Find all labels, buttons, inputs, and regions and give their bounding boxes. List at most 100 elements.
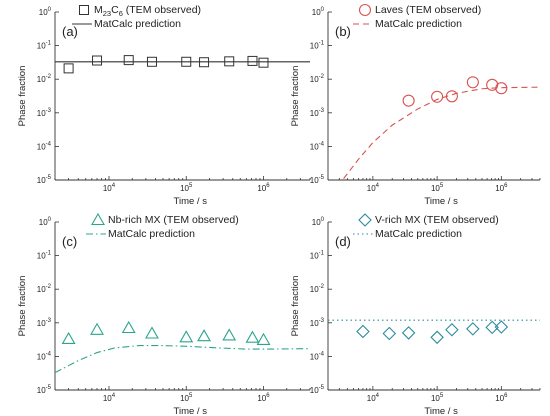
tick-exponent: 4: [376, 393, 380, 399]
panel-label: (a): [62, 24, 78, 39]
data-point: [356, 324, 370, 339]
tick-exponent: -2: [46, 284, 52, 290]
tick-exponent: -1: [319, 251, 325, 257]
tick-base: 10: [37, 42, 46, 51]
tick-exponent: 0: [321, 217, 325, 223]
data-point: [181, 56, 192, 67]
tick-exponent: -5: [46, 385, 52, 391]
tick-exponent: 4: [112, 183, 116, 189]
tick-exponent: -3: [46, 318, 52, 324]
x-tick-label: 106: [495, 393, 508, 403]
tick-base: 10: [310, 386, 319, 395]
data-point: [245, 330, 260, 343]
tick-exponent: -2: [319, 284, 325, 290]
data-point: [256, 332, 271, 345]
data-point: [146, 56, 157, 67]
prediction-line: [343, 86, 541, 179]
legend-marker: [91, 212, 105, 226]
tick-base: 10: [37, 319, 46, 328]
tick-exponent: 5: [440, 393, 444, 399]
y-tick-label: 10-1: [37, 41, 52, 51]
y-tick-label: 100: [39, 217, 52, 227]
legend-name-part: M: [94, 4, 103, 16]
data-point: [61, 331, 76, 345]
y-tick-label: 10-3: [37, 108, 52, 118]
y-tick-label: 10-2: [310, 284, 325, 294]
tick-base: 10: [37, 285, 46, 294]
tick-base: 10: [495, 184, 504, 193]
legend-observed-label: M23C6 (TEM observed): [94, 4, 201, 18]
tick-exponent: 5: [189, 183, 193, 189]
y-tick-label: 10-1: [310, 41, 325, 51]
data-point: [494, 320, 509, 334]
tick-base: 10: [37, 109, 46, 118]
y-axis-label: Phase fraction: [290, 276, 301, 337]
tick-base: 10: [367, 394, 376, 403]
x-axis-label: Time / s: [174, 406, 208, 416]
x-tick-label: 106: [257, 183, 270, 193]
tick-exponent: 5: [440, 183, 444, 189]
tick-exponent: -5: [319, 175, 325, 181]
y-tick-label: 10-4: [37, 351, 52, 361]
prediction-line: [54, 345, 311, 374]
data-point: [495, 82, 508, 95]
y-tick-label: 10-5: [310, 385, 325, 395]
x-tick-label: 105: [431, 183, 444, 193]
tick-base: 10: [37, 142, 46, 151]
tick-base: 10: [312, 218, 321, 227]
y-tick-label: 10-2: [310, 74, 325, 84]
legend-marker: [358, 3, 372, 17]
y-axis-label: Phase fraction: [290, 66, 301, 127]
tick-exponent: -4: [319, 141, 325, 147]
tick-base: 10: [37, 75, 46, 84]
y-tick-label: 10-5: [37, 175, 52, 185]
tick-exponent: -1: [46, 251, 52, 257]
data-point: [199, 57, 210, 68]
data-point: [431, 90, 444, 103]
y-tick-label: 100: [39, 7, 52, 17]
data-point: [430, 330, 444, 345]
tick-base: 10: [310, 252, 319, 261]
y-tick-label: 10-3: [37, 318, 52, 328]
tick-exponent: -4: [319, 351, 325, 357]
tick-base: 10: [103, 184, 112, 193]
data-point: [247, 55, 258, 66]
x-axis-label: Time / s: [174, 196, 208, 207]
y-tick-label: 10-4: [310, 351, 325, 361]
data-point: [121, 320, 136, 334]
tick-exponent: -3: [46, 108, 52, 114]
legend: M23C6 (TEM observed)MatCalc prediction: [72, 4, 201, 30]
x-tick-label: 106: [495, 183, 508, 193]
panel-label: (c): [62, 234, 77, 249]
tick-exponent: -5: [46, 175, 52, 181]
data-point: [145, 326, 159, 339]
tick-base: 10: [310, 352, 319, 361]
data-point: [445, 90, 458, 103]
legend: Nb-rich MX (TEM observed) MatCalc predict…: [86, 212, 239, 240]
tick-exponent: 0: [321, 7, 325, 13]
y-tick-label: 10-5: [37, 385, 52, 395]
tick-exponent: 4: [112, 393, 116, 399]
tick-exponent: -1: [46, 41, 52, 47]
legend-name-part: C: [111, 4, 119, 16]
y-tick-label: 10-3: [310, 318, 325, 328]
tick-base: 10: [367, 184, 376, 193]
data-point: [258, 57, 269, 68]
tick-base: 10: [37, 252, 46, 261]
tick-exponent: 6: [266, 183, 270, 189]
tick-base: 10: [431, 184, 440, 193]
legend-marker: [79, 5, 89, 15]
panel-label: (b): [335, 24, 351, 39]
y-axis-label: Phase fraction: [17, 276, 28, 337]
tick-base: 10: [310, 75, 319, 84]
tick-exponent: -5: [319, 385, 325, 391]
y-tick-label: 100: [312, 217, 325, 227]
x-tick-label: 104: [367, 183, 380, 193]
x-tick-label: 105: [431, 393, 444, 403]
panel-label: (d): [335, 234, 351, 249]
tick-base: 10: [310, 142, 319, 151]
tick-base: 10: [431, 394, 440, 403]
